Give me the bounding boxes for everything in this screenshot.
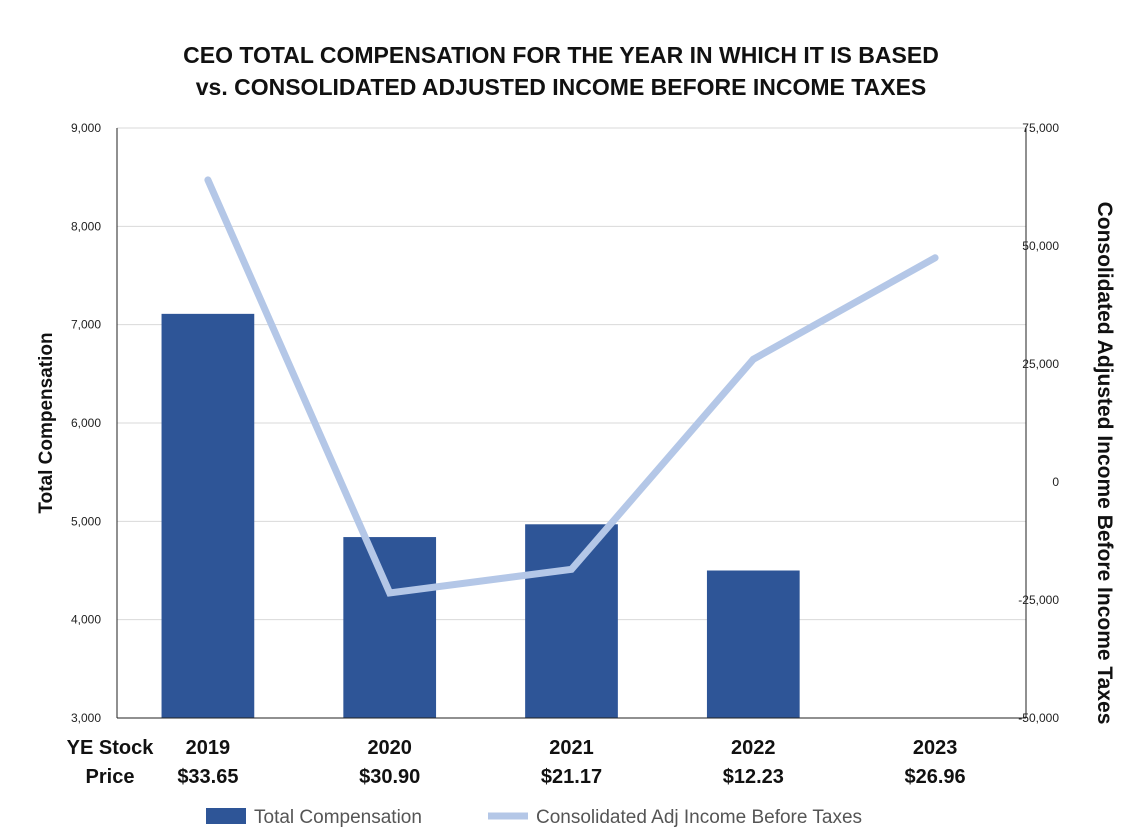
stock-price-label: $26.96 [905,766,966,788]
bar-2019 [161,313,255,718]
y-tick-label: 7,000 [71,318,101,332]
stock-price-label: $33.65 [177,766,238,788]
y2-tick-label: 0 [1052,475,1059,489]
legend-label-adj-income: Consolidated Adj Income Before Taxes [536,807,862,828]
bar-series-total-compensation [161,313,800,718]
x-tick-label: 2021 [549,737,594,759]
row-label-ye-stock-price: YE Stock [67,737,155,759]
x-tick-label: 2023 [913,737,958,759]
y-tick-label: 9,000 [71,121,101,135]
bar-2020 [343,537,437,718]
x-tick-label: 2019 [186,737,231,759]
axis-labels: Total Compensation Consolidated Adjusted … [36,202,1116,725]
x-axis-categories: YE Stock Price 2019 $33.65 2020 $30.90 2021 $21… [67,737,966,788]
y2-tick-label: -50,000 [1018,711,1059,725]
y-axis-right-title: Consolidated Adjusted Income Before Inco… [1093,202,1116,725]
line-point-2021 [571,568,572,570]
line-point-2019 [207,179,209,181]
y2-tick-label: -25,000 [1018,593,1059,607]
y2-tick-label: 25,000 [1022,357,1059,371]
stock-price-label: $30.90 [359,766,420,788]
y-axis-right-ticks: -50,000 -25,000 0 25,000 50,000 75,000 [1018,121,1059,725]
legend: Total Compensation Consolidated Adj Incom… [206,807,862,828]
y-axis-left-ticks: 3,000 4,000 5,000 6,000 7,000 8,000 9,000 [71,121,101,725]
y2-tick-label: 75,000 [1022,121,1059,135]
bar-2021 [525,524,618,718]
x-tick-label: 2020 [367,737,412,759]
chart-title-line: vs. CONSOLIDATED ADJUSTED INCOME BEFORE … [196,74,927,100]
y2-tick-label: 50,000 [1022,239,1059,253]
legend-swatch-total-compensation [206,808,246,824]
y-tick-label: 6,000 [71,416,101,430]
y-tick-label: 5,000 [71,514,101,528]
y-axis-left-title: Total Compensation [36,332,57,513]
line-point-2020 [389,592,391,594]
bar-2022 [706,570,800,718]
stock-price-label: $21.17 [541,766,602,788]
legend-label-total-compensation: Total Compensation [254,807,422,828]
line-point-2022 [752,358,754,360]
chart-title: CEO TOTAL COMPENSATION FOR THE YEAR IN W… [183,42,939,100]
line-series-adj-income [204,176,939,597]
axes [116,128,1027,719]
y-tick-label: 3,000 [71,711,101,725]
row-label-ye-stock-price: Price [86,766,135,788]
y-tick-label: 8,000 [71,219,101,233]
y-tick-label: 4,000 [71,613,101,627]
stock-price-label: $12.23 [723,766,784,788]
chart-title-line: CEO TOTAL COMPENSATION FOR THE YEAR IN W… [183,42,939,68]
x-tick-label: 2022 [731,737,776,759]
line-point-2023 [934,257,936,259]
